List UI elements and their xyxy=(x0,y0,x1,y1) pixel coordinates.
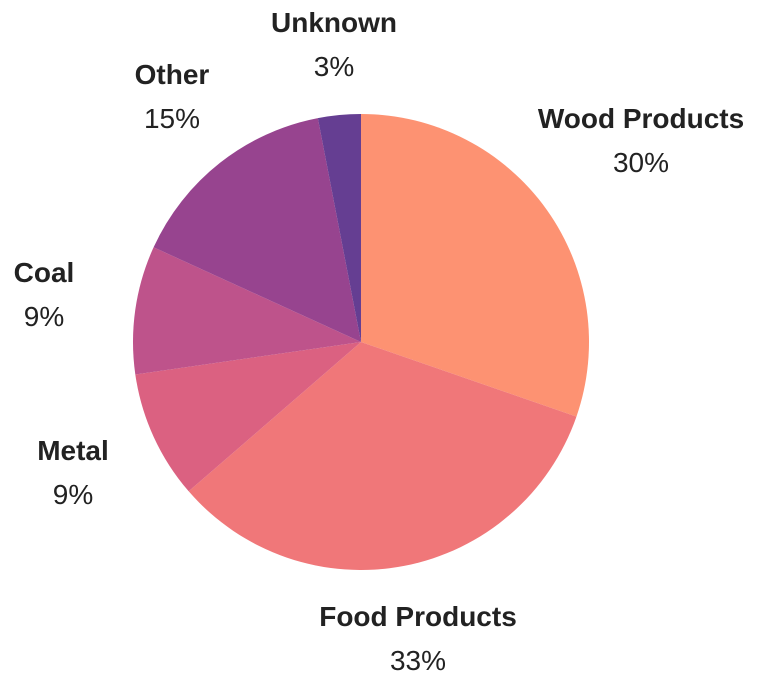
slice-label-other: Other xyxy=(135,59,210,90)
pie-slice-wood-products xyxy=(361,114,589,417)
slice-value-metal: 9% xyxy=(53,479,93,510)
slice-value-other: 15% xyxy=(144,103,200,134)
pie-slices xyxy=(132,114,589,570)
slice-value-coal: 9% xyxy=(24,301,64,332)
slice-label-coal: Coal xyxy=(14,257,75,288)
pie-slice-metal xyxy=(135,342,361,492)
slice-label-metal: Metal xyxy=(37,435,109,466)
slice-label-food-products: Food Products xyxy=(319,601,517,632)
pie-slice-other xyxy=(153,118,361,343)
slice-label-unknown: Unknown xyxy=(271,7,397,38)
slice-label-wood-products: Wood Products xyxy=(538,103,744,134)
slice-value-food-products: 33% xyxy=(390,645,446,675)
pie-slice-unknown xyxy=(317,114,361,342)
pie-slice-food-products xyxy=(188,342,577,570)
slice-value-wood-products: 30% xyxy=(613,147,669,178)
slice-value-unknown: 3% xyxy=(314,51,354,82)
pie-slice-coal xyxy=(132,247,361,375)
pie-labels: Wood Products 30% Food Products 33% Metal 9% C… xyxy=(14,7,745,675)
